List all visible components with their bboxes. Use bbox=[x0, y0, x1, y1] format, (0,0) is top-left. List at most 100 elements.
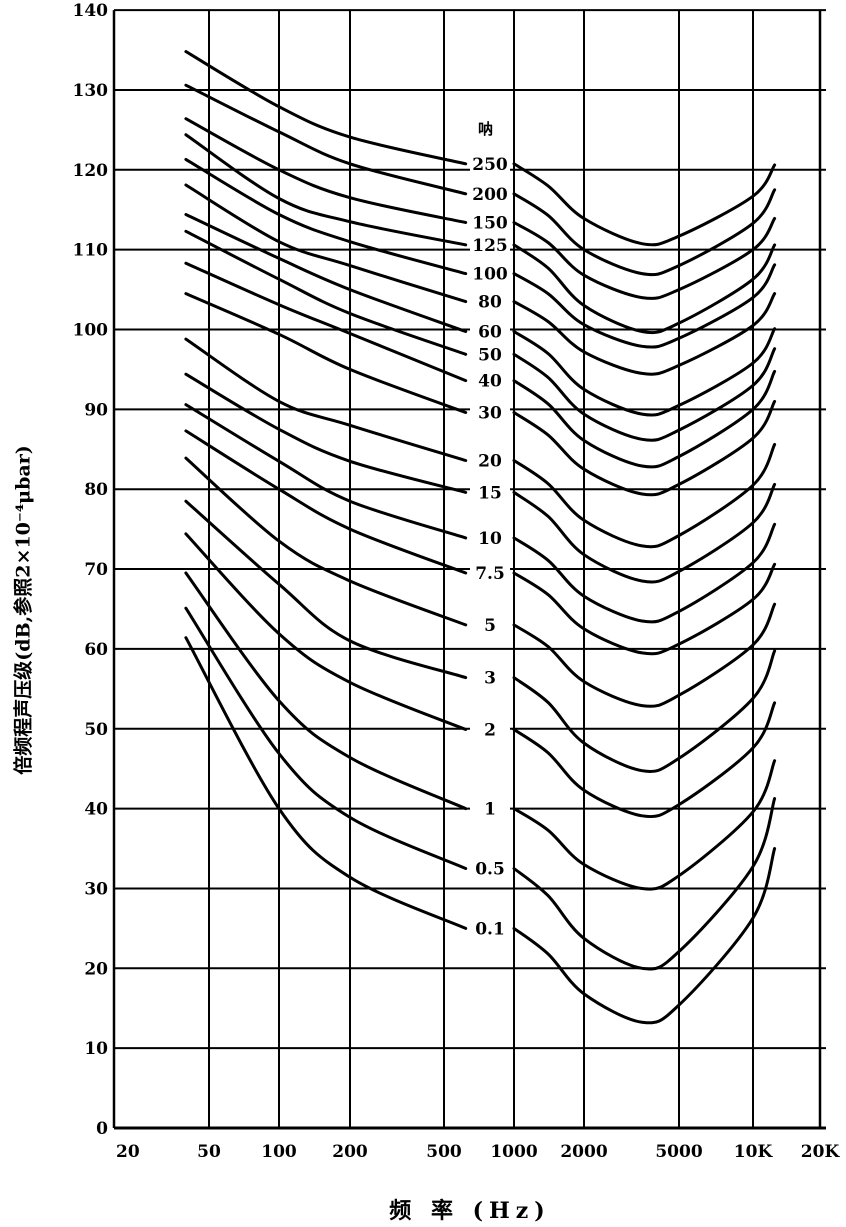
curve-0.5-high bbox=[512, 797, 777, 971]
curve-2-high bbox=[512, 701, 777, 819]
curve-label-bg bbox=[470, 564, 510, 582]
curve-label-bg bbox=[470, 668, 510, 686]
y-tick-label: 90 bbox=[84, 400, 108, 420]
curve-0.1-low bbox=[184, 636, 468, 930]
curve-label-bg bbox=[470, 322, 510, 340]
curve-100-high bbox=[512, 263, 777, 349]
curve-label-bg bbox=[470, 235, 510, 253]
curve-80-high bbox=[512, 292, 777, 376]
curve-label-10: 10 bbox=[478, 529, 502, 549]
curve-label-200: 200 bbox=[472, 185, 508, 205]
curve-5-high bbox=[512, 602, 777, 708]
curve-label-bg bbox=[470, 403, 510, 421]
y-tick-label: 60 bbox=[84, 640, 108, 660]
curve-5-low bbox=[184, 456, 468, 627]
curve-10-low bbox=[184, 403, 468, 540]
curve-label-bg bbox=[470, 154, 510, 172]
x-tick-label: 5000 bbox=[655, 1142, 702, 1162]
y-tick-label: 40 bbox=[84, 800, 108, 820]
curve-label-125: 125 bbox=[472, 236, 508, 256]
x-tick-label: 1000 bbox=[490, 1142, 537, 1162]
curve-label-bg bbox=[470, 720, 510, 738]
curve-label-250: 250 bbox=[472, 155, 508, 175]
x-tick-label: 100 bbox=[261, 1142, 297, 1162]
y-tick-label: 20 bbox=[84, 959, 108, 979]
curve-label-bg bbox=[470, 859, 510, 877]
curve-label-100: 100 bbox=[472, 265, 508, 285]
curve-label-150: 150 bbox=[472, 214, 508, 234]
curve-30-high bbox=[512, 399, 777, 497]
curve-60-high bbox=[512, 327, 777, 417]
curve-label-1: 1 bbox=[484, 800, 496, 820]
curve-20-low bbox=[184, 337, 468, 462]
y-tick-label: 70 bbox=[84, 560, 108, 580]
y-tick-label: 30 bbox=[84, 879, 108, 899]
curve-150-high bbox=[512, 217, 777, 300]
curve-label-3: 3 bbox=[484, 669, 496, 689]
curve-label-7.5: 7.5 bbox=[475, 564, 505, 584]
curve-label-bg bbox=[470, 345, 510, 363]
x-tick-label: 20K bbox=[801, 1142, 841, 1162]
curves bbox=[184, 50, 777, 1025]
curve-label-15: 15 bbox=[478, 483, 502, 503]
curve-150-low bbox=[184, 117, 468, 224]
curve-label-80: 80 bbox=[478, 293, 502, 313]
curve-20-high bbox=[512, 443, 777, 549]
curve-200-low bbox=[184, 83, 468, 196]
y-tick-label: 50 bbox=[84, 720, 108, 740]
curve-250-high bbox=[512, 162, 777, 247]
curve-label-60: 60 bbox=[478, 322, 502, 342]
curve-label-20: 20 bbox=[478, 451, 502, 471]
curve-label-0.5: 0.5 bbox=[475, 859, 505, 879]
curve-60-low bbox=[184, 213, 468, 333]
curve-200-high bbox=[512, 188, 777, 277]
curve-label-bg bbox=[470, 799, 510, 817]
curve-label-bg bbox=[470, 184, 510, 202]
curve-15-high bbox=[512, 482, 777, 584]
curve-7.5-high bbox=[512, 562, 777, 656]
curve-label-bg bbox=[470, 451, 510, 469]
y-tick-label: 130 bbox=[73, 81, 109, 101]
x-tick-label: 2000 bbox=[560, 1142, 607, 1162]
curve-0.1-high bbox=[512, 847, 777, 1025]
curve-label-5: 5 bbox=[484, 616, 496, 636]
curve-10-high bbox=[512, 522, 777, 624]
curve-40-high bbox=[512, 369, 777, 469]
curve-0.5-low bbox=[184, 606, 468, 870]
curve-label-bg bbox=[470, 292, 510, 310]
curve-2-low bbox=[184, 532, 468, 731]
curve-label-2: 2 bbox=[484, 721, 496, 741]
curve-50-low bbox=[184, 229, 468, 356]
y-tick-label: 100 bbox=[73, 321, 109, 341]
curve-125-high bbox=[512, 243, 777, 335]
y-tick-label: 140 bbox=[73, 1, 109, 21]
curve-label-bg bbox=[470, 371, 510, 389]
curve-1-low bbox=[184, 571, 468, 811]
curve-label-50: 50 bbox=[478, 345, 502, 365]
curve-label-40: 40 bbox=[478, 372, 502, 392]
x-axis-title: 频 率 (Hz) bbox=[389, 1198, 551, 1224]
curve-label-bg bbox=[470, 528, 510, 546]
y-tick-label: 0 bbox=[96, 1119, 108, 1139]
x-tick-label: 200 bbox=[332, 1142, 368, 1162]
curve-1-high bbox=[512, 759, 777, 891]
y-tick-label: 110 bbox=[73, 241, 109, 261]
curve-15-low bbox=[184, 372, 468, 494]
curve-30-low bbox=[184, 292, 468, 414]
y-tick-label: 10 bbox=[84, 1039, 108, 1059]
curve-unit-label: 呐 bbox=[478, 120, 494, 138]
curve-7.5-low bbox=[184, 429, 468, 575]
curve-label-bg bbox=[470, 615, 510, 633]
curve-100-low bbox=[184, 157, 468, 276]
x-tick-label: 500 bbox=[426, 1142, 462, 1162]
x-tick-label: 10K bbox=[734, 1142, 774, 1162]
curve-label-bg bbox=[470, 213, 510, 231]
curve-40-low bbox=[184, 261, 468, 383]
curve-label-30: 30 bbox=[478, 404, 502, 424]
y-tick-label: 120 bbox=[73, 161, 109, 181]
curve-50-high bbox=[512, 347, 777, 442]
curve-label-bg bbox=[470, 264, 510, 282]
